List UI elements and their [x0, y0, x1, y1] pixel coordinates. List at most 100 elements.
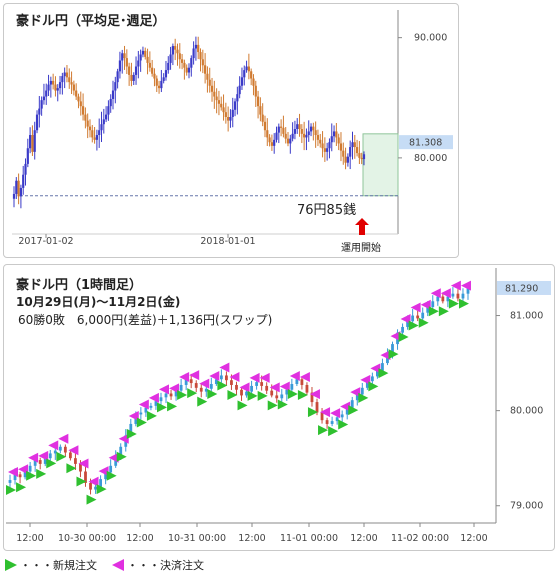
hourly-candle: [189, 373, 193, 389]
weekly-candle: [360, 152, 363, 165]
weekly-candle: [233, 98, 237, 117]
sell-marker: [209, 371, 220, 382]
sell-marker: [58, 433, 69, 444]
weekly-candle: [208, 67, 211, 93]
weekly-candle: [305, 128, 308, 151]
weekly-candle: [155, 75, 158, 92]
weekly-candle: [337, 133, 340, 151]
buy-marker: [86, 494, 97, 505]
hourly-candle: [421, 307, 425, 321]
hourly-candle: [300, 376, 304, 390]
sell-marker: [28, 452, 39, 463]
weekly-candle: [52, 73, 55, 90]
weekly-candle: [355, 139, 359, 157]
hourly-chart-summary: 60勝0敗 6,000円(差益)＋1,136円(スワップ): [18, 312, 272, 327]
weekly-candle: [238, 76, 241, 99]
hourly-chart-date-range: 10月29日(月)～11月2日(金): [16, 294, 180, 309]
buy-marker: [167, 401, 178, 412]
weekly-candle: [351, 131, 354, 160]
weekly-candle: [321, 131, 324, 158]
weekly-candle: [240, 67, 244, 90]
buy-marker: [6, 485, 16, 496]
x-tick-label: 2017-01-02: [18, 236, 73, 247]
sell-marker: [8, 467, 18, 478]
weekly-candle: [312, 122, 315, 141]
hourly-candle: [84, 465, 87, 487]
weekly-candle: [178, 43, 181, 69]
buy-marker: [16, 482, 27, 493]
sell-marker: [108, 452, 119, 463]
weekly-candle: [125, 49, 128, 74]
buy-marker: [116, 451, 127, 462]
current-price-tag: [497, 280, 551, 295]
sell-marker: [269, 382, 280, 393]
weekly-candle: [362, 151, 366, 166]
weekly-candle: [201, 49, 204, 74]
x-tick-label: 12:00: [238, 533, 265, 544]
weekly-candle: [105, 106, 108, 123]
hourly-candle: [109, 459, 113, 475]
weekly-candle: [102, 108, 105, 134]
sell-marker: [219, 362, 230, 373]
weekly-candle: [358, 141, 361, 165]
weekly-candle: [180, 53, 184, 70]
hourly-candle: [28, 461, 32, 475]
weekly-candle: [282, 115, 285, 138]
sell-marker: [199, 378, 210, 389]
buy-marker: [177, 389, 188, 400]
weekly-candle: [58, 75, 62, 95]
x-tick-label: 2018-01-01: [200, 236, 255, 247]
weekly-candle: [174, 38, 177, 61]
sell-marker: [309, 389, 320, 400]
sell-marker: [360, 374, 371, 385]
buy-marker: [287, 389, 298, 400]
weekly-candle: [213, 80, 216, 109]
weekly-candle: [77, 93, 80, 109]
buy-marker: [448, 298, 459, 309]
weekly-candle: [342, 142, 345, 165]
sell-marker: [18, 464, 29, 475]
sell-marker: [98, 466, 109, 477]
legend-settle-order-label: ・・・決済注文: [127, 559, 204, 572]
y-tick-label: 79.000: [510, 501, 543, 512]
weekly-candle: [151, 59, 154, 77]
sell-marker: [380, 350, 391, 361]
hourly-candle: [305, 382, 309, 395]
buy-marker: [267, 400, 278, 411]
buy-marker: [56, 451, 67, 462]
buy-marker: [247, 390, 258, 401]
weekly-candle: [22, 165, 25, 195]
sell-marker: [390, 331, 401, 342]
weekly-candle: [247, 53, 250, 80]
x-tick-label: 12:00: [350, 533, 377, 544]
weekly-candle: [185, 64, 188, 76]
weekly-candle: [121, 49, 124, 74]
weekly-candle: [144, 47, 147, 60]
weekly-candle: [229, 109, 232, 128]
sell-marker: [48, 440, 59, 451]
buy-marker: [66, 463, 77, 474]
sell-marker: [420, 299, 431, 310]
weekly-candle: [273, 133, 276, 154]
x-tick-label: 11-02 00:00: [391, 533, 449, 544]
legend-settle-order: ・・・決済注文: [111, 557, 204, 573]
hourly-candle: [74, 451, 77, 471]
sell-marker: [440, 288, 451, 299]
weekly-candle: [323, 137, 326, 162]
weekly-candle: [252, 74, 255, 96]
weekly-candle: [298, 113, 301, 137]
buy-marker: [46, 458, 57, 469]
weekly-candle: [146, 48, 149, 75]
weekly-candle: [15, 177, 18, 199]
buy-marker: [328, 426, 339, 437]
weekly-candle: [197, 36, 200, 60]
weekly-candle: [245, 60, 248, 73]
hourly-candle: [8, 474, 12, 488]
hourly-candle: [456, 289, 460, 302]
weekly-candle: [29, 127, 32, 154]
y-tick-label: 80.000: [510, 406, 543, 417]
buy-marker: [358, 392, 369, 403]
weekly-candle: [148, 51, 151, 72]
hourly-candle: [68, 450, 72, 461]
buy-marker: [438, 306, 449, 317]
